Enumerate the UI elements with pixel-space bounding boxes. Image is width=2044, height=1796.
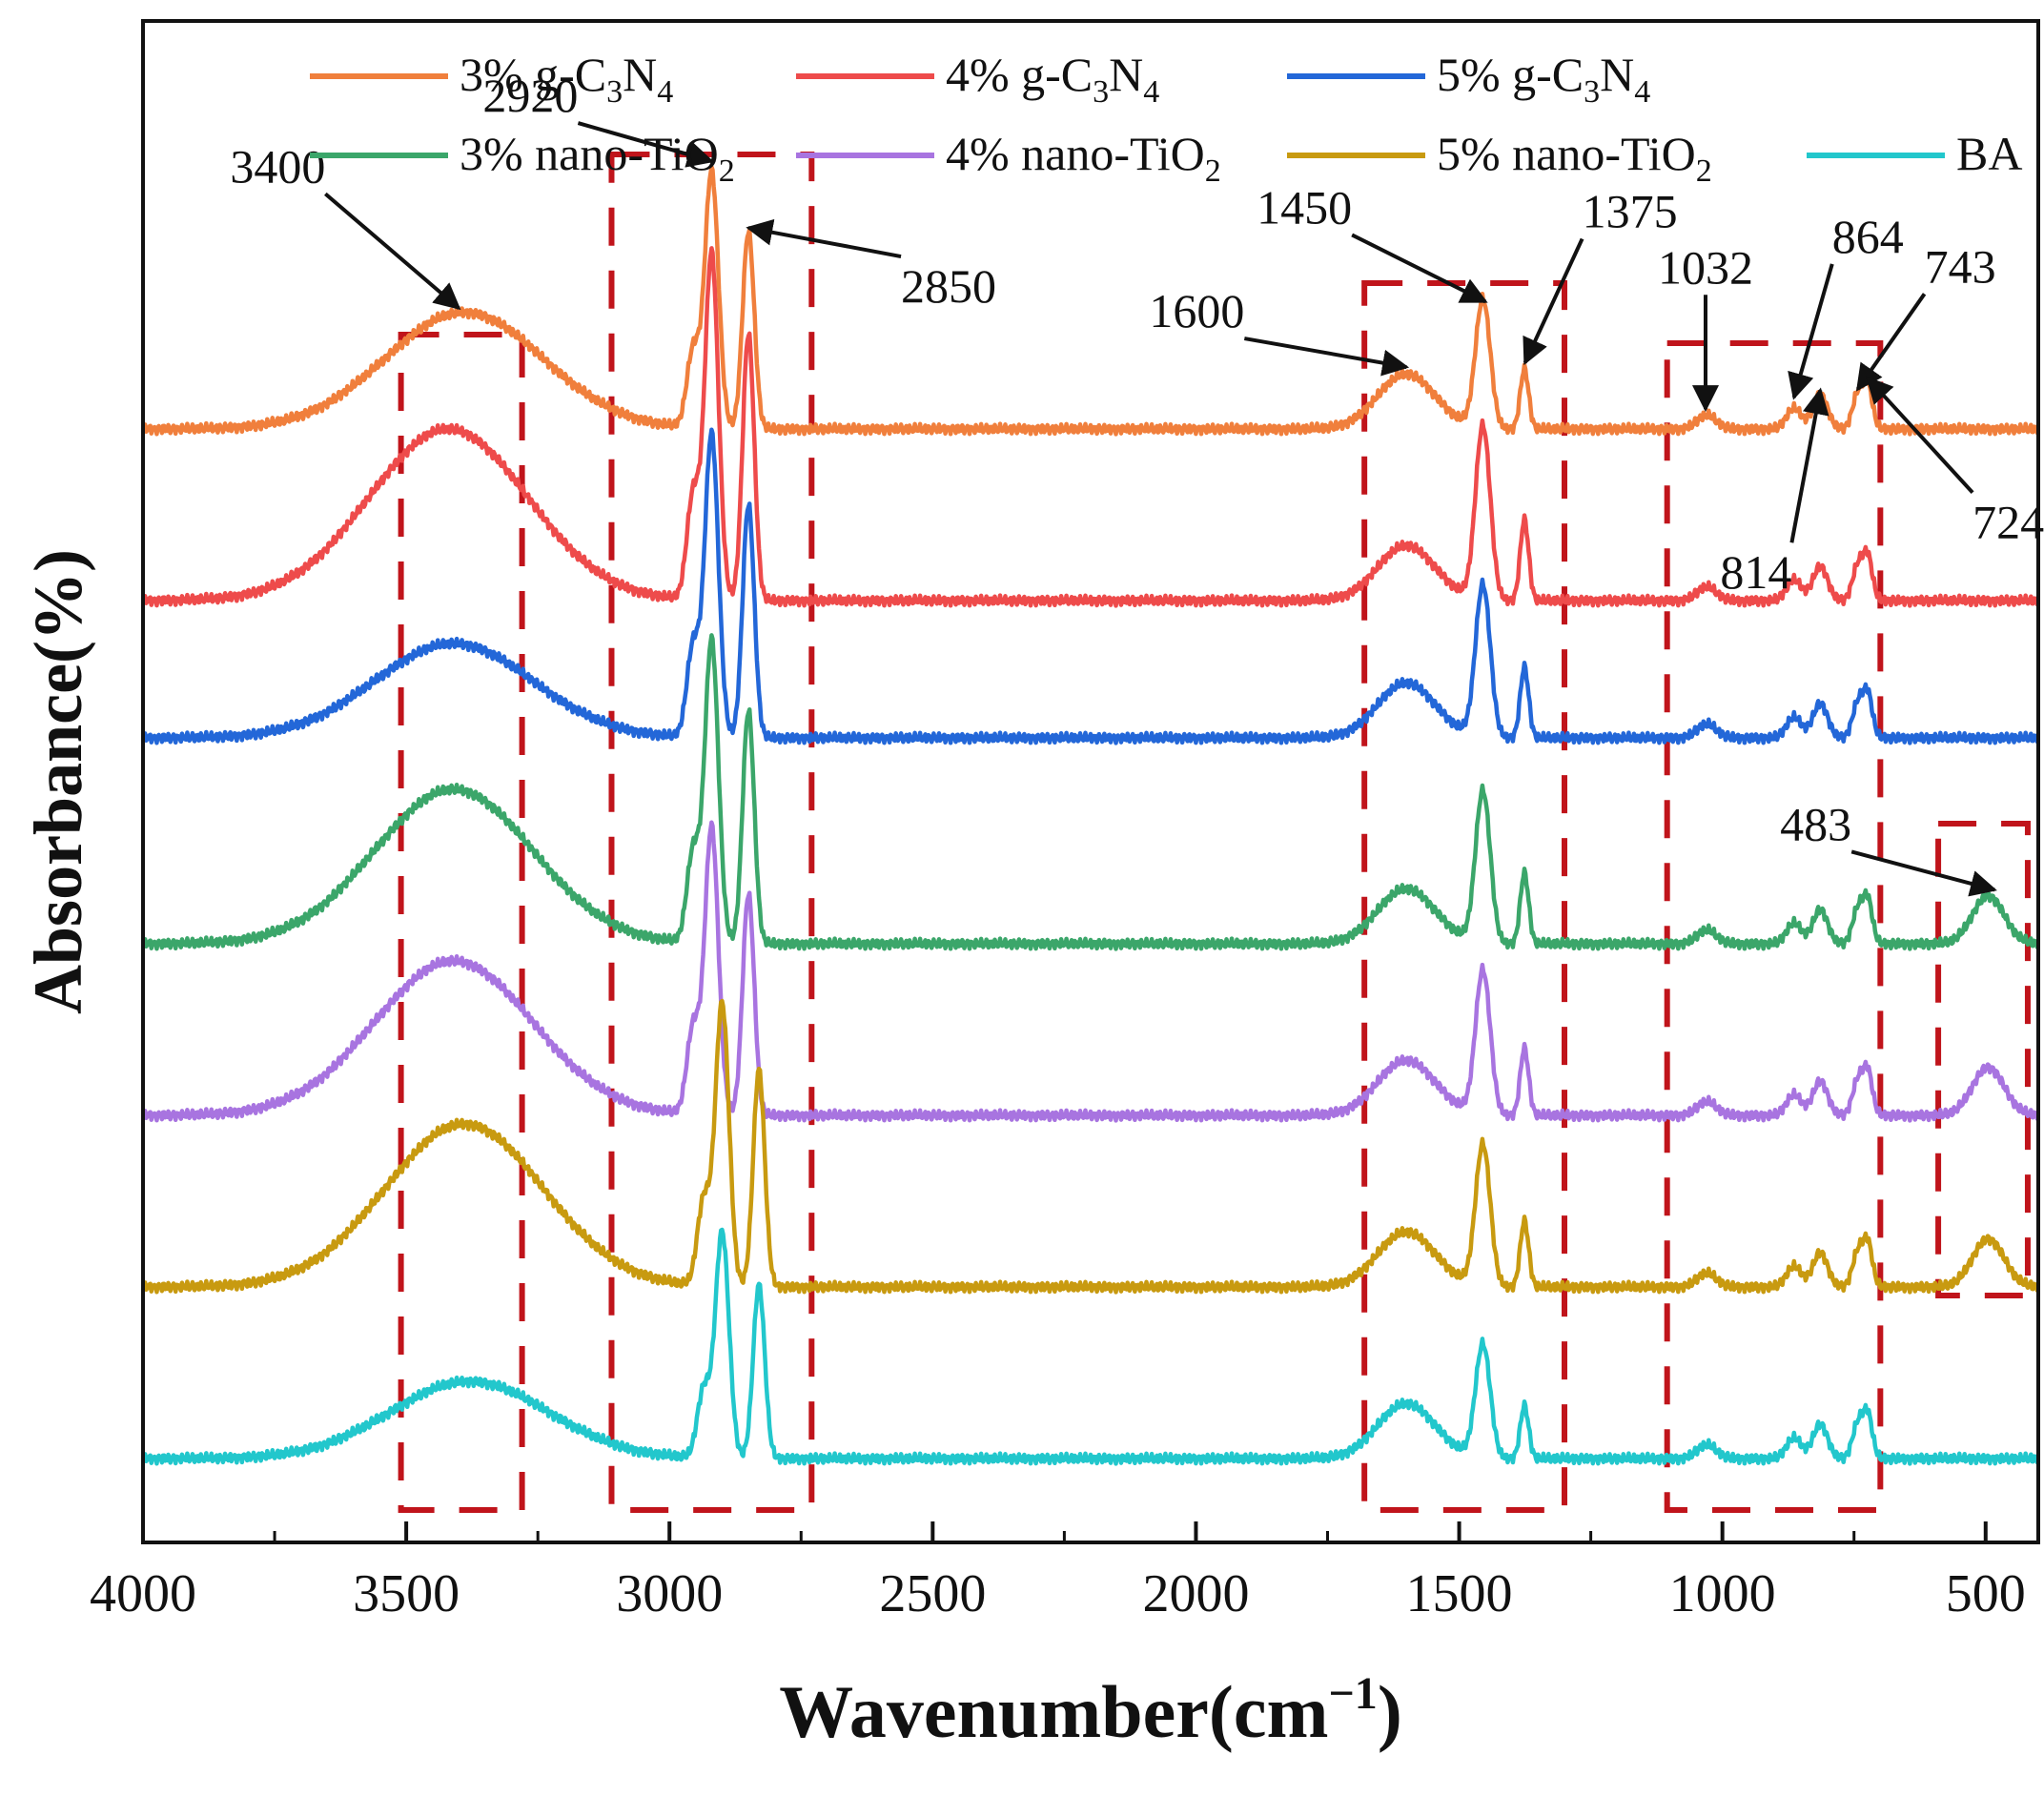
legend-label: 5% g-C3N4	[1437, 48, 1650, 110]
annotation-arrow	[1243, 337, 1410, 377]
series-line	[140, 164, 2041, 437]
series-line	[140, 246, 2041, 608]
annotation-arrow	[577, 121, 715, 168]
highlight-box	[1935, 821, 2031, 1298]
legend-label: 3% nano-TiO2	[460, 127, 735, 189]
x-axis-title: Wavenumber(cm−1)	[779, 1668, 1402, 1753]
annotation-arrow	[1855, 293, 1927, 392]
annotation-arrow	[746, 218, 902, 258]
x-tick-label: 2000	[1142, 1564, 1249, 1623]
x-axis-ticks: 4000 3500 3000 2500 2000 1500 1000 500	[90, 1521, 2026, 1623]
spectra-lines	[140, 164, 2041, 1466]
peak-label: 2850	[901, 259, 996, 313]
peak-label: 1450	[1257, 180, 1352, 234]
series-line	[140, 1227, 2041, 1466]
x-axis-title-sup: −1	[1328, 1668, 1377, 1719]
annotation-arrow	[1789, 387, 1829, 543]
peak-label: 3400	[230, 139, 325, 193]
plot-frame	[141, 19, 2040, 1544]
peak-label: 1375	[1583, 185, 1678, 238]
legend-label: 5% nano-TiO2	[1437, 127, 1712, 189]
peak-label: 864	[1832, 210, 1904, 263]
x-tick-label: 1000	[1669, 1564, 1776, 1623]
legend-label: 3% g-C3N4	[460, 48, 673, 110]
annotation-arrow	[1866, 376, 1974, 495]
peak-label: 2920	[482, 69, 578, 122]
peak-label: 814	[1720, 545, 1791, 599]
legend-label: 4% g-C3N4	[946, 48, 1159, 110]
peak-label: 743	[1925, 239, 1996, 293]
series-line	[140, 998, 2040, 1295]
x-tick-label: 4000	[90, 1564, 196, 1623]
peak-label: 724	[1972, 496, 2044, 549]
legend-label: BA	[1956, 127, 2022, 180]
x-axis-title-close: )	[1378, 1670, 1402, 1753]
annotation-arrow	[1850, 849, 1997, 897]
series-line	[140, 820, 2040, 1123]
annotation-arrow	[1523, 237, 1584, 366]
annotation-arrow	[1351, 233, 1488, 304]
x-tick-label: 500	[1946, 1564, 2026, 1623]
annotation-arrow	[1788, 263, 1834, 400]
legend-label: 4% nano-TiO2	[946, 127, 1221, 189]
y-axis-title: Absorbance(%)	[20, 549, 96, 1014]
x-tick-label: 3500	[353, 1564, 460, 1623]
annotation-arrow	[324, 192, 461, 311]
x-tick-label: 2500	[879, 1564, 986, 1623]
highlight-box	[1664, 340, 1884, 1513]
peak-label: 483	[1780, 797, 1851, 850]
x-axis-title-main: Wavenumber(cm	[779, 1670, 1328, 1753]
legend: 3% g-C3N4 4% g-C3N4 5% g-C3N4 3% nano-TiO2 4…	[310, 48, 2022, 189]
x-tick-label: 1500	[1406, 1564, 1513, 1623]
series-line	[140, 633, 2040, 951]
series-line	[140, 427, 2041, 745]
peak-label: 1032	[1658, 240, 1753, 294]
x-tick-label: 3000	[616, 1564, 723, 1623]
peak-label: 1600	[1149, 284, 1244, 337]
highlight-box	[398, 332, 525, 1513]
